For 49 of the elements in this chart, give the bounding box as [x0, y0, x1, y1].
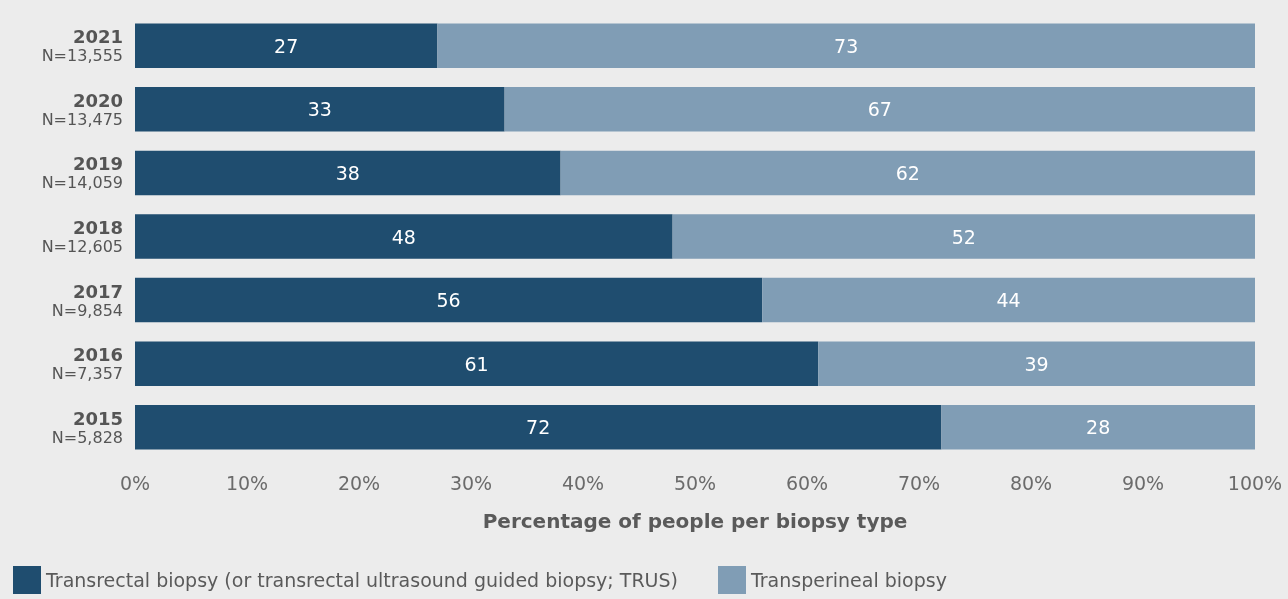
data-label: 44: [996, 289, 1021, 312]
x-tick-label: 60%: [785, 471, 829, 494]
legend-label: Transrectal biopsy (or transrectal ultrasound guided biopsy; TRUS): [45, 569, 678, 591]
bar: [818, 341, 1255, 386]
y-tick-label: 2019 N=14,059: [41, 153, 123, 193]
bar: [941, 404, 1255, 450]
x-tick-label: 20%: [337, 471, 381, 494]
data-label: 27: [274, 34, 299, 57]
data-label: 28: [1086, 416, 1111, 439]
data-label: 33: [307, 98, 332, 121]
x-tick-label: 70%: [897, 471, 941, 494]
data-label: 48: [391, 225, 416, 248]
x-tick-label: 0%: [119, 471, 151, 494]
x-tick-label: 80%: [1009, 471, 1053, 494]
y-tick-label: 2016 N=7,357: [51, 344, 123, 384]
x-tick-label: 30%: [449, 471, 493, 494]
bar: [504, 87, 1255, 132]
y-tick-label: 2020 N=13,475: [41, 89, 123, 129]
bar: [560, 150, 1255, 196]
bar: [135, 87, 505, 132]
data-label: 39: [1024, 352, 1049, 375]
bar: [135, 277, 763, 323]
x-tick-label: 10%: [225, 471, 269, 494]
data-label: 72: [526, 416, 551, 439]
y-tick-label: 2017 N=9,854: [51, 280, 123, 320]
x-tick-label: 90%: [1121, 471, 1165, 494]
x-axis-title: Percentage of people per biopsy type: [482, 509, 908, 533]
data-label: 62: [895, 161, 920, 184]
data-label: 56: [436, 289, 461, 312]
x-tick-label: 40%: [561, 471, 605, 494]
data-label: 73: [834, 34, 859, 57]
y-tick-label: 2021 N=13,555: [41, 26, 123, 66]
bar: [135, 341, 819, 386]
data-label: 52: [951, 225, 976, 248]
bar: [135, 23, 438, 69]
bar: [762, 277, 1255, 323]
data-label: 61: [464, 352, 489, 375]
bar: [437, 23, 1255, 69]
legend-label: Transperineal biopsy: [749, 569, 947, 591]
y-tick-label: 2015 N=5,828: [51, 407, 123, 447]
x-tick-label: 100%: [1227, 471, 1283, 494]
data-label: 67: [867, 98, 892, 121]
bar: [672, 214, 1255, 259]
y-tick-label: 2018 N=12,605: [41, 217, 123, 256]
x-tick-label: 50%: [673, 471, 717, 494]
bar: [135, 214, 673, 259]
bar: [135, 150, 561, 196]
data-label: 38: [335, 161, 360, 184]
bar: [135, 404, 942, 450]
